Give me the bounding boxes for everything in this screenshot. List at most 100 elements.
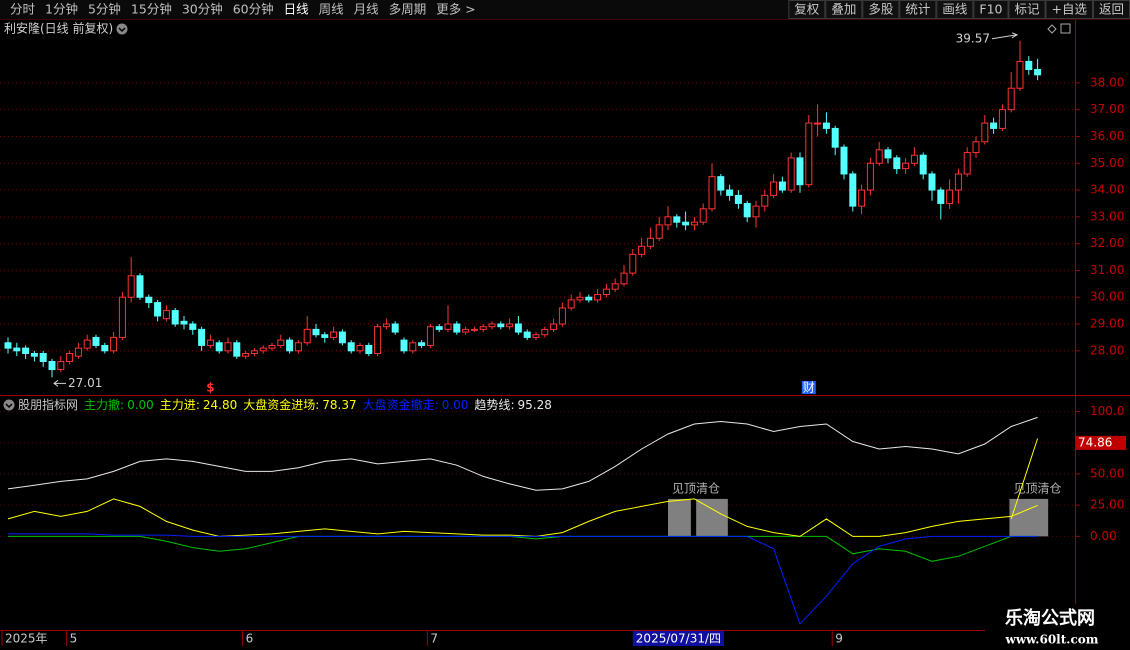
candle-body (594, 294, 602, 301)
candle-body (602, 288, 610, 296)
candle-body (567, 299, 575, 309)
candle-body (550, 323, 558, 330)
candle-body (57, 361, 65, 371)
y-tick-label: 28.00 (1090, 343, 1124, 357)
candle-body (180, 320, 188, 325)
legend-value: 95.28 (517, 398, 551, 412)
candle-body (277, 339, 285, 346)
legend-value: 24.80 (203, 398, 237, 412)
y-tick-label: 25.00 (1090, 498, 1124, 512)
candle-body (189, 323, 197, 330)
toolbar-tab[interactable]: 日线 (284, 2, 310, 17)
y-tick-label: 0.00 (1090, 529, 1117, 543)
candle-body (110, 336, 118, 352)
candle-body (611, 283, 619, 290)
toolbar-button[interactable] (788, 0, 826, 19)
indicator-menu-chevron (5, 403, 13, 409)
candle-body (998, 109, 1006, 129)
toolbar-button[interactable] (899, 0, 937, 19)
legend-value: 0.00 (442, 398, 469, 412)
event-marker[interactable]: 财 (803, 381, 815, 395)
window-icon[interactable] (1060, 23, 1071, 34)
candle-body (233, 342, 241, 357)
toolbar-tab[interactable]: 月线 (354, 2, 380, 17)
candle-body (215, 342, 223, 352)
toolbar-button-label[interactable]: +自选 (1052, 2, 1088, 17)
candle-body (761, 194, 769, 207)
toolbar-button[interactable] (1045, 0, 1093, 19)
candle-body (4, 342, 12, 349)
candle-body (259, 347, 267, 352)
candle-body (391, 323, 399, 333)
toolbar-tab[interactable]: 多周期 (389, 2, 427, 17)
title-menu-icon[interactable] (116, 23, 128, 35)
diamond-icon[interactable] (1047, 24, 1057, 34)
toolbar-button[interactable] (862, 0, 900, 19)
candle-body (831, 127, 839, 148)
candle-body (92, 336, 100, 346)
toolbar-tab[interactable]: 1分钟 (45, 2, 78, 17)
toolbar-tab[interactable]: 5分钟 (88, 2, 121, 17)
legend-sep: : (435, 398, 439, 412)
toolbar-button-label[interactable]: 标记 (1014, 2, 1040, 17)
toolbar-button-label[interactable]: 统计 (905, 2, 930, 17)
signal-bar (1009, 498, 1049, 537)
candle-body (462, 328, 470, 333)
legend-sep: : (196, 398, 200, 412)
candle-body (620, 272, 628, 285)
toolbar-button-label[interactable]: 返回 (1099, 2, 1124, 17)
candle-body (83, 339, 91, 349)
candle-body (347, 342, 355, 352)
candle-body (426, 326, 434, 346)
candle-body (303, 328, 311, 344)
toolbar-button[interactable] (973, 0, 1009, 19)
toolbar-tab[interactable]: 30分钟 (182, 2, 223, 17)
date-label: 2025年 (5, 632, 48, 646)
candle-body (506, 323, 514, 328)
legend-name: 主力进 (160, 398, 196, 412)
toolbar-button-label[interactable]: F10 (979, 2, 1002, 17)
candle-body (162, 310, 170, 320)
toolbar-tab[interactable]: 分时 (10, 2, 36, 17)
candle-body (646, 237, 654, 247)
candle-body (963, 152, 971, 175)
candle-body (444, 323, 452, 330)
candle-body (937, 189, 945, 204)
toolbar-tab[interactable]: 60分钟 (233, 2, 274, 17)
toolbar-button[interactable] (825, 0, 863, 19)
candle-body (814, 122, 822, 125)
candle-body (981, 122, 989, 143)
candle-body (902, 162, 910, 170)
toolbar-button-label[interactable]: 多股 (868, 2, 894, 17)
toolbar-tab[interactable]: 周线 (319, 2, 345, 17)
toolbar-button-label[interactable]: 复权 (794, 2, 820, 17)
toolbar-tab[interactable]: 更多 > (436, 2, 475, 17)
watermark-url: www.60lt.com (1005, 633, 1099, 647)
y-tick-label: 100.0 (1090, 404, 1124, 418)
toolbar-button-label[interactable]: 叠加 (831, 2, 856, 17)
candle-body (990, 122, 998, 129)
toolbar-tab[interactable]: 15分钟 (131, 2, 172, 17)
candle-body (752, 205, 760, 218)
annotation-arrow (53, 379, 66, 387)
toolbar-button-label[interactable]: 画线 (942, 2, 968, 17)
candle-body (13, 347, 21, 352)
event-marker[interactable]: $ (206, 381, 214, 395)
candle-body (875, 149, 883, 164)
toolbar-button[interactable] (936, 0, 974, 19)
candle-body (74, 347, 82, 357)
candle-body (154, 302, 162, 317)
y-tick-label: 34.00 (1090, 183, 1124, 197)
candle-body (118, 296, 126, 338)
legend-sep: : (315, 398, 319, 412)
candle-body (805, 122, 813, 186)
indicator-line (1010, 438, 1039, 520)
candle-body (770, 181, 778, 196)
candle-body (840, 146, 848, 175)
toolbar-button[interactable] (1008, 0, 1046, 19)
candle-body (726, 189, 734, 196)
indicator-menu-icon[interactable] (3, 399, 15, 411)
candle-body (453, 323, 461, 333)
